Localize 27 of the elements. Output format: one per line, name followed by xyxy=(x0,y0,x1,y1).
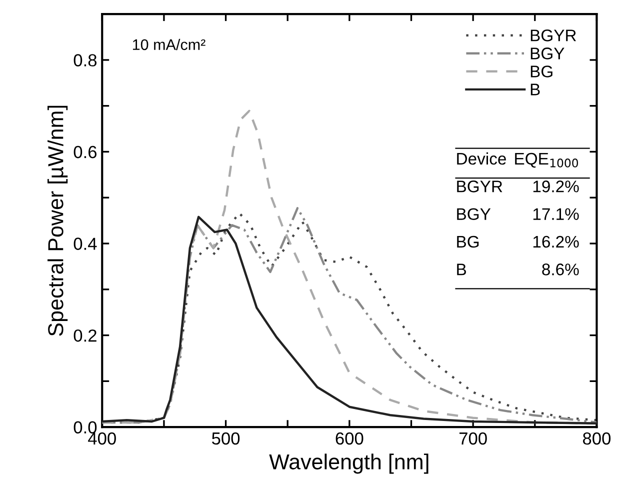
annotation: EQE$_{1000}$ xyxy=(515,152,578,168)
y-tick-label: 0.0 xyxy=(74,421,97,434)
annotation: 10 mA/cm² xyxy=(132,38,206,50)
annotation: 19.2% xyxy=(533,180,579,192)
legend-label: BGY xyxy=(530,48,564,60)
annotation: 17.1% xyxy=(533,208,579,220)
x-tick-label: 400 xyxy=(88,432,116,445)
legend-label: B xyxy=(530,84,540,96)
x-axis-title: Wavelength [nm] xyxy=(269,454,428,474)
legend-label: BGYR xyxy=(530,30,576,42)
annotation: Device xyxy=(457,152,506,165)
y-tick-label: 0.4 xyxy=(74,238,97,250)
annotation: 8.6% xyxy=(542,264,579,276)
x-tick-label: 600 xyxy=(336,432,364,445)
annotation: BGY xyxy=(457,208,491,220)
x-tick-label: 700 xyxy=(459,432,487,445)
annotation: B xyxy=(457,264,466,276)
y-tick-label: 0.2 xyxy=(74,329,96,342)
legend-label: BG xyxy=(530,66,552,78)
annotation: BG xyxy=(457,236,479,248)
x-tick-label: 500 xyxy=(212,432,240,445)
y-tick-label: 0.6 xyxy=(74,146,97,158)
annotation: BGYR xyxy=(457,180,502,192)
x-tick-label: 800 xyxy=(582,432,611,445)
y-axis-title: Spectral Power [µW/nm] xyxy=(48,106,68,336)
y-tick-label: 0.8 xyxy=(74,54,97,66)
annotation: 16.2% xyxy=(533,236,579,248)
